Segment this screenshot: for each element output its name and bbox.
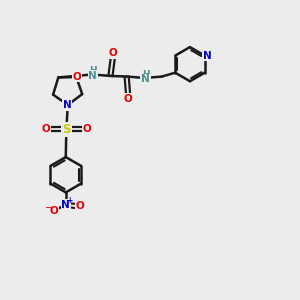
Text: N: N (61, 200, 70, 210)
Text: N: N (63, 100, 72, 110)
Text: O: O (82, 124, 91, 134)
Text: N: N (88, 71, 97, 81)
Text: N: N (203, 51, 212, 61)
Text: O: O (73, 71, 81, 82)
Text: S: S (62, 123, 70, 136)
Text: O: O (108, 48, 117, 58)
Text: +: + (66, 196, 72, 206)
Text: H: H (142, 70, 149, 79)
Text: H: H (89, 66, 97, 75)
Text: O: O (76, 201, 84, 211)
Text: O: O (124, 94, 133, 104)
Text: O: O (49, 206, 58, 216)
Text: −: − (45, 203, 53, 213)
Text: O: O (41, 124, 50, 134)
Text: N: N (141, 74, 150, 85)
